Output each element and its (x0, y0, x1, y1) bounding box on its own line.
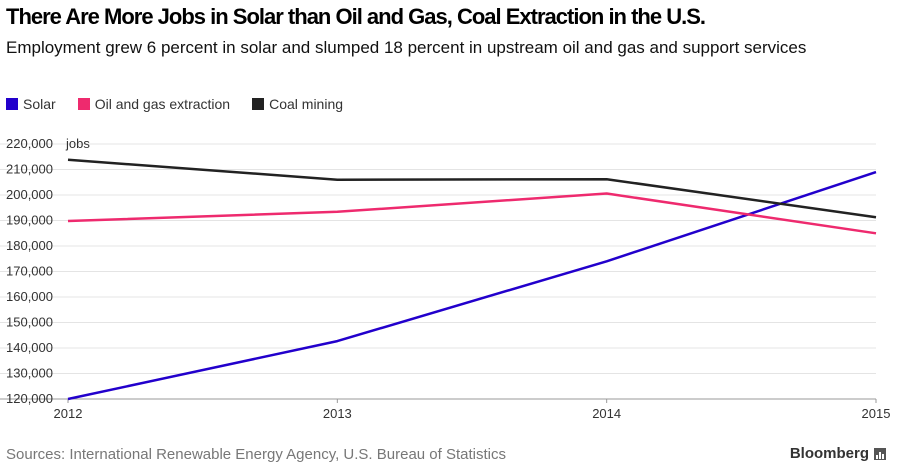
chart-title: There Are More Jobs in Solar than Oil an… (6, 4, 706, 29)
brand-logo: Bloomberg (790, 445, 886, 462)
series-line-oil-and-gas-extraction (67, 192, 877, 235)
y-tick-label: 210,000 (6, 162, 53, 177)
legend-swatch-coal (252, 98, 265, 110)
series-line-coal-mining (67, 158, 877, 219)
brand-name: Bloomberg (789, 445, 869, 462)
x-tick-label: 2014 (592, 406, 621, 421)
legend-swatch-solar (6, 98, 18, 110)
y-tick-label: 150,000 (6, 315, 53, 330)
series-line-solar (67, 170, 877, 401)
y-tick-label: 140,000 (6, 340, 53, 355)
legend-item-solar: Solar (6, 96, 56, 112)
y-tick-label: 220,000 (6, 136, 53, 151)
source-note: Sources: International Renewable Energy … (6, 446, 506, 463)
y-tick-label: 170,000 (6, 264, 53, 279)
legend-item-coal: Coal mining (252, 96, 343, 112)
legend-item-oil-gas: Oil and gas extraction (77, 96, 231, 112)
y-tick-label: 200,000 (6, 187, 53, 202)
legend-label-oil-gas: Oil and gas extraction (94, 96, 231, 112)
y-tick-label: 120,000 (6, 391, 53, 406)
x-tick-label: 2013 (323, 406, 352, 421)
y-axis-unit: jobs (65, 136, 90, 151)
legend-swatch-oil-gas (77, 98, 90, 110)
y-tick-label: 190,000 (6, 213, 53, 228)
y-tick-label: 130,000 (6, 366, 53, 381)
legend-label-solar: Solar (23, 96, 56, 112)
y-tick-label: 160,000 (6, 289, 53, 304)
legend-label-coal: Coal mining (269, 96, 344, 112)
x-tick-label: 2012 (54, 406, 83, 421)
x-tick-label: 2015 (862, 406, 891, 421)
y-tick-label: 180,000 (6, 238, 53, 253)
legend: Solar Oil and gas extraction Coal mining (6, 96, 343, 112)
chart-subtitle: Employment grew 6 percent in solar and s… (6, 38, 807, 57)
bar-chart-icon (874, 447, 886, 460)
